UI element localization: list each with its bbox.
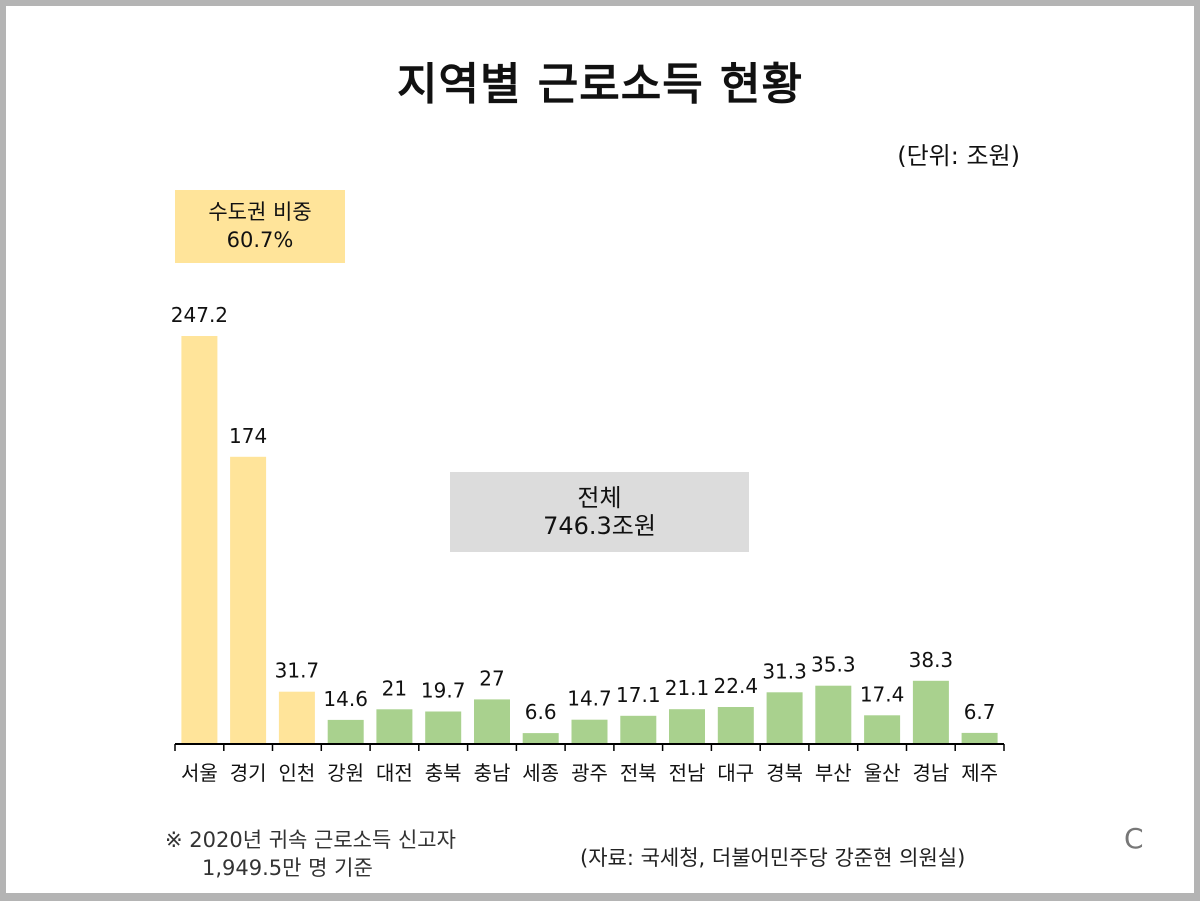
bar-8: [522, 733, 559, 744]
bar-15: [864, 715, 901, 744]
value-label-3: 31.7: [275, 659, 320, 683]
category-label-12: 대구: [717, 761, 754, 785]
value-label-15: 17.4: [860, 682, 905, 706]
category-label-2: 경기: [230, 761, 267, 785]
value-label-1: 247.2: [171, 303, 228, 327]
total-value: 746.3조원: [543, 512, 656, 540]
bar-2: [230, 456, 267, 744]
category-label-8: 세종: [522, 761, 559, 785]
bar-11: [669, 709, 705, 744]
bar-14: [815, 685, 852, 744]
value-label-2: 174: [229, 424, 267, 448]
value-label-5: 21: [382, 676, 407, 700]
category-label-4: 강원: [327, 761, 364, 785]
source-note: (자료: 국세청, 더불어민주당 강준현 의원실): [580, 846, 966, 870]
capital-share-label: 수도권 비중: [208, 200, 312, 224]
total-box: 전체 746.3조원: [450, 472, 749, 552]
bar-1: [181, 336, 218, 744]
bar-5: [376, 709, 413, 744]
page-title: 지역별 근로소득 현황: [397, 59, 803, 110]
category-label-15: 울산: [864, 761, 901, 785]
unit-label: (단위: 조원): [897, 142, 1020, 170]
total-label: 전체: [577, 484, 622, 512]
bar-6: [425, 711, 462, 744]
category-label-16: 경남: [912, 761, 949, 785]
value-label-12: 22.4: [714, 674, 759, 698]
bar-12: [717, 707, 754, 744]
capital-share-value: 60.7%: [226, 228, 294, 252]
footnote: ※ 2020년 귀속 근로소득 신고자 1,949.5만 명 기준: [165, 826, 456, 882]
value-label-6: 19.7: [421, 679, 466, 703]
value-label-16: 38.3: [909, 648, 954, 672]
category-label-7: 충남: [474, 761, 511, 785]
value-label-11: 21.1: [665, 676, 710, 700]
value-label-17: 6.7: [964, 700, 996, 724]
category-label-3: 인천: [278, 761, 315, 785]
category-label-11: 전남: [669, 761, 706, 785]
footnote-line2: 1,949.5만 명 기준: [202, 856, 373, 880]
bar-13: [766, 692, 803, 744]
category-label-1: 서울: [181, 761, 218, 785]
value-label-9: 14.7: [567, 687, 612, 711]
value-label-7: 27: [479, 666, 504, 690]
bar-7: [474, 699, 510, 744]
category-label-17: 제주: [961, 761, 998, 785]
category-label-5: 대전: [376, 761, 413, 785]
bar-3: [278, 691, 315, 744]
value-label-14: 35.3: [811, 653, 856, 677]
category-label-9: 광주: [571, 761, 608, 785]
value-label-8: 6.6: [525, 700, 557, 724]
footnote-line1: ※ 2020년 귀속 근로소득 신고자: [165, 828, 456, 852]
value-label-10: 17.1: [616, 683, 661, 707]
category-label-6: 충북: [425, 761, 462, 785]
bar-17: [961, 732, 998, 744]
category-label-10: 전북: [620, 761, 657, 785]
category-label-13: 경북: [766, 761, 803, 785]
capital-share-box: 수도권 비중 60.7%: [175, 190, 345, 263]
corner-mark: C: [1124, 822, 1144, 855]
bar-9: [571, 719, 608, 744]
bar-10: [620, 715, 657, 744]
value-label-13: 31.3: [762, 659, 807, 683]
value-label-4: 14.6: [323, 687, 368, 711]
bar-4: [327, 719, 364, 744]
bar-16: [912, 680, 949, 744]
category-label-14: 부산: [815, 761, 852, 785]
